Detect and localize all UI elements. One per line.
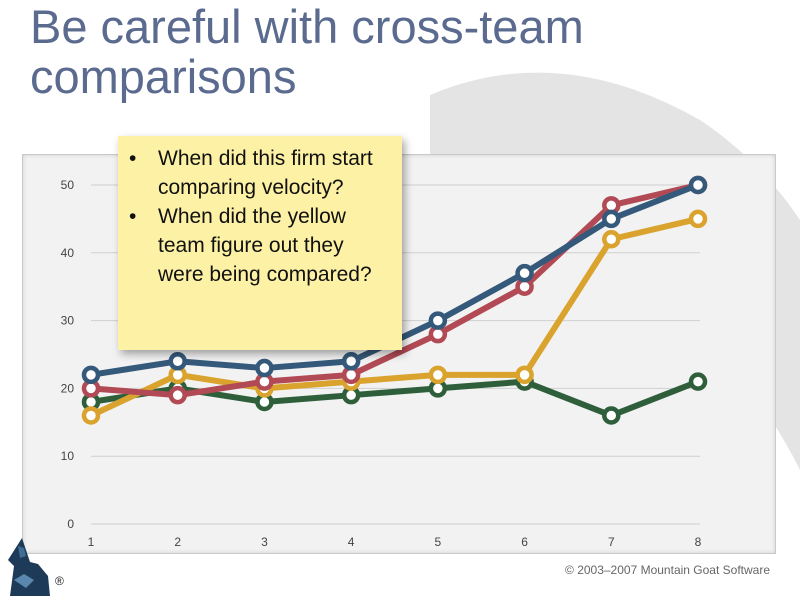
x-tick-label: 4: [348, 535, 355, 549]
x-tick-label: 5: [435, 535, 442, 549]
series-4-point: [81, 365, 101, 385]
series-3-point: [168, 385, 187, 405]
series-4-point: [168, 352, 187, 371]
series-1-point: [602, 406, 621, 425]
y-tick-label: 0: [67, 517, 74, 531]
note-bullet-1: When did this firm start comparing veloc…: [129, 144, 392, 202]
series-line-3: [88, 182, 701, 399]
note-bullet-list: When did this firm start comparing veloc…: [118, 136, 402, 289]
x-tick-label: 7: [608, 535, 615, 549]
series-4-point: [341, 352, 361, 371]
series-4-point: [688, 175, 708, 195]
series-2-point: [602, 229, 621, 249]
series-2-point: [81, 406, 101, 425]
y-tick-label: 30: [61, 314, 75, 328]
x-tick-label: 8: [695, 535, 702, 549]
series-4-point: [428, 311, 448, 330]
sticky-note: When did this firm start comparing veloc…: [118, 136, 402, 350]
x-tick-label: 6: [521, 535, 528, 549]
slide-title-line-1: Be careful with cross-team: [30, 0, 584, 53]
x-tick-label: 3: [261, 535, 268, 549]
series-4-point: [255, 358, 274, 378]
series-2-point: [515, 365, 534, 385]
series-4-point: [515, 263, 534, 283]
copyright-text: © 2003–2007 Mountain Goat Software: [565, 563, 770, 577]
mountain-goat-logo-icon: [8, 538, 50, 596]
series-1-point: [688, 372, 708, 391]
registered-mark: ®: [55, 574, 64, 588]
series-4-point: [602, 209, 621, 229]
x-tick-label: 2: [174, 535, 181, 549]
x-tick-label: 1: [88, 535, 95, 549]
slide-title-line-2: comparisons: [30, 50, 297, 103]
series-line-2: [88, 215, 701, 419]
slide-title: Be careful with cross-team comparisons: [30, 2, 770, 102]
note-bullet-2: When did the yellow team figure out they…: [129, 202, 392, 289]
y-tick-label: 20: [61, 381, 75, 395]
y-tick-label: 10: [61, 449, 75, 463]
series-2-point: [428, 365, 448, 385]
y-tick-label: 40: [61, 246, 75, 260]
y-tick-label: 50: [61, 178, 75, 192]
series-2-point: [688, 209, 708, 229]
